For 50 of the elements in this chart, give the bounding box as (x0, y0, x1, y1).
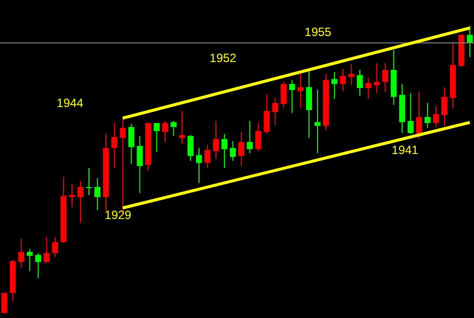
candlestick (238, 131, 244, 167)
candlestick (424, 102, 431, 128)
candlestick (196, 147, 202, 184)
candlestick (26, 248, 33, 272)
candlestick (44, 236, 50, 264)
candlestick (128, 123, 134, 165)
candlestick (264, 94, 270, 134)
candlestick (382, 62, 388, 93)
candlestick (306, 68, 312, 138)
candlestick (94, 178, 100, 210)
candlestick (230, 140, 236, 162)
candlestick (221, 133, 228, 169)
candlestick (298, 71, 304, 109)
candlestick (348, 63, 354, 86)
candlestick (433, 106, 440, 128)
candlestick (154, 122, 160, 152)
candlestick (69, 184, 76, 208)
annotation: 1929 (104, 208, 132, 222)
candlestick (136, 135, 143, 194)
candlestick (289, 79, 296, 114)
candlestick (204, 144, 210, 169)
candlestick (78, 180, 84, 224)
candlestick (170, 120, 177, 136)
candlestick (314, 90, 321, 154)
annotation: 1941 (392, 143, 418, 157)
candlestick (179, 110, 186, 144)
annotation: 1944 (56, 96, 84, 110)
candlestick (111, 122, 118, 169)
candlestick (441, 86, 448, 126)
candlestick (365, 77, 372, 100)
candlestick (280, 81, 287, 109)
candlestick (212, 120, 219, 160)
candlestick (188, 134, 194, 162)
candlestick (416, 92, 422, 140)
candlestick (52, 236, 58, 258)
candlestick (356, 69, 363, 97)
candlestick (374, 62, 380, 94)
candlestick (466, 26, 473, 58)
annotation: 1955 (304, 25, 332, 39)
candlestick (331, 71, 338, 100)
candlestick (408, 92, 414, 134)
candlestick (86, 168, 92, 196)
candlestick (18, 238, 24, 268)
candlestick (246, 120, 253, 154)
annotation: 1952 (210, 51, 236, 65)
candlestick (272, 98, 278, 126)
candlestick (35, 252, 42, 278)
candlestick (162, 120, 168, 142)
candlestick (255, 122, 262, 152)
candlestick (340, 68, 346, 92)
